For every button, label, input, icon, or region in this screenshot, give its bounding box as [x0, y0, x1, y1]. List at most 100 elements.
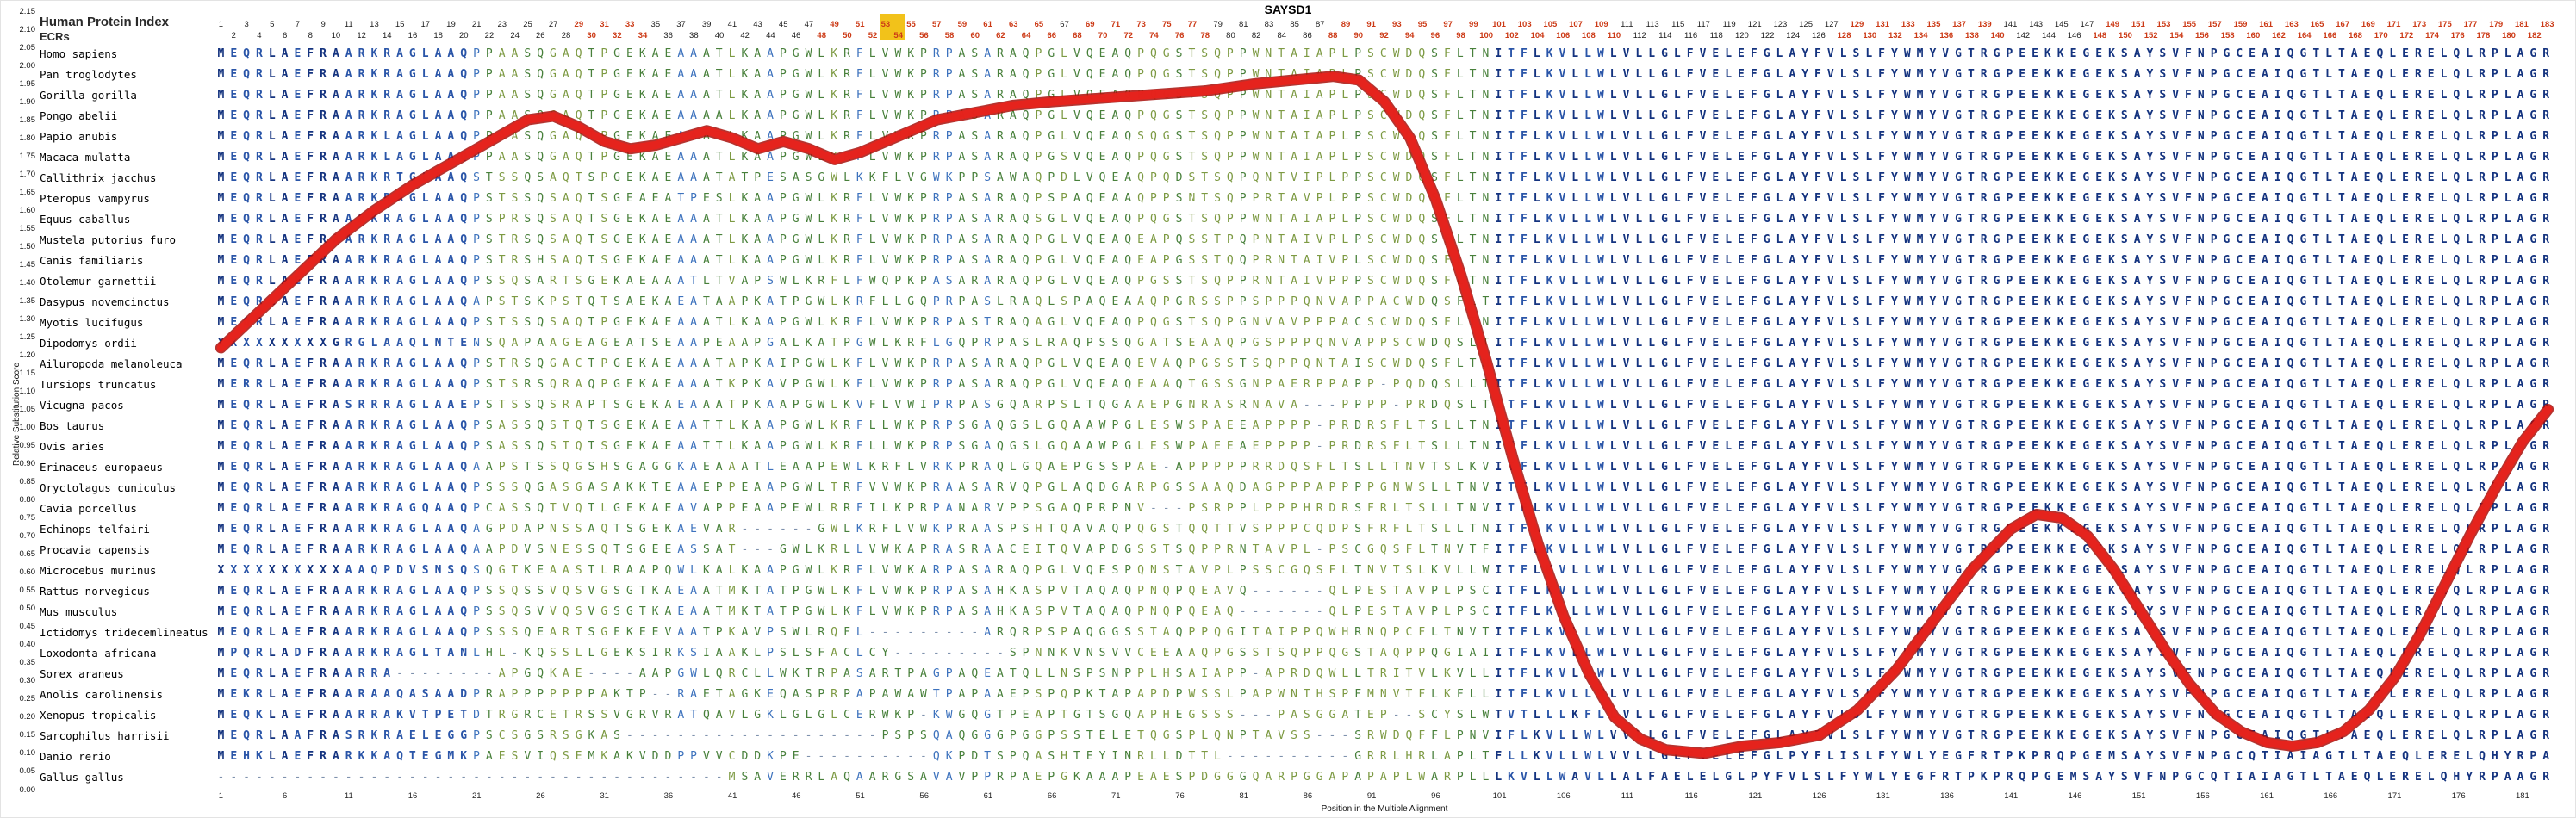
x-tick: 136 — [1940, 791, 1954, 801]
species-label: Otolemur garnettii — [40, 275, 157, 288]
y-tick: 1.70 — [19, 169, 36, 179]
y-tick: 0.30 — [19, 676, 36, 686]
species-label: Mus musculus — [40, 605, 118, 618]
species-label: Oryctolagus cuniculus — [40, 481, 177, 494]
x-tick: 71 — [1111, 791, 1121, 801]
species-label: Anolis carolinensis — [40, 688, 163, 701]
y-tick: 1.95 — [19, 78, 36, 89]
x-tick: 141 — [2004, 791, 2019, 801]
x-tick: 166 — [2324, 791, 2338, 801]
y-tick: 2.05 — [19, 42, 36, 53]
y-tick: 0.75 — [19, 513, 36, 524]
species-label: Dasypus novemcinctus — [40, 295, 170, 308]
x-tick: 121 — [1748, 791, 1763, 801]
x-tick: 91 — [1366, 791, 1377, 801]
y-tick: 0.15 — [19, 730, 36, 741]
y-tick: 0.05 — [19, 766, 36, 777]
y-tick: 1.25 — [19, 332, 36, 342]
species-label: Sarcophilus harrisii — [40, 729, 170, 742]
x-tick: 36 — [663, 791, 674, 801]
x-tick: 46 — [791, 791, 801, 801]
species-label: Sorex araneus — [40, 667, 124, 680]
species-label: Echinops telfairi — [40, 523, 150, 536]
x-tick: 161 — [2260, 791, 2274, 801]
species-label: Mustela putorius furo — [40, 233, 177, 246]
species-label: Erinaceus europaeus — [40, 461, 163, 474]
position-numbers-even-row: 2 4 6 8 10 12 14 16 18 20 22 24 26 28 30 32 34 36 38 40 42 44… — [231, 31, 2542, 40]
y-tick: 0.90 — [19, 459, 36, 469]
x-tick: 76 — [1175, 791, 1185, 801]
species-label: Gallus gallus — [40, 771, 124, 784]
x-tick: 21 — [471, 791, 482, 801]
x-tick: 31 — [600, 791, 609, 801]
species-label: Bos taurus — [40, 419, 105, 432]
y-tick: 1.80 — [19, 133, 36, 143]
y-tick: 1.55 — [19, 223, 36, 233]
x-tick: 86 — [1303, 791, 1313, 801]
y-tick: 0.10 — [19, 748, 36, 759]
species-label: Rattus norvegicus — [40, 585, 150, 598]
species-label: Macaca mulatta — [40, 151, 131, 164]
x-tick: 156 — [2195, 791, 2210, 801]
x-tick: 116 — [1684, 791, 1698, 801]
y-tick: 0.50 — [19, 604, 36, 614]
species-label: Procavia capensis — [40, 543, 150, 556]
page-title: SAYSD1 — [1264, 3, 1312, 16]
x-tick: 16 — [408, 791, 418, 801]
species-label: Danio rerio — [40, 750, 111, 763]
x-tick: 126 — [1812, 791, 1826, 801]
species-label: Cavia porcellus — [40, 502, 137, 515]
x-tick: 96 — [1431, 791, 1440, 801]
x-tick: 1 — [218, 791, 224, 801]
species-label: Ictidomys tridecemlineatus — [40, 626, 208, 639]
human-protein-index-label: Human Protein Index — [40, 15, 170, 29]
y-tick: 0.70 — [19, 531, 36, 542]
species-label: Tursiops truncatus — [40, 378, 157, 391]
x-tick: 51 — [856, 791, 865, 801]
species-label: Canis familiaris — [40, 254, 144, 267]
x-tick: 81 — [1239, 791, 1249, 801]
x-tick: 181 — [2515, 791, 2529, 801]
ecr-yellow-marker — [879, 14, 905, 40]
y-tick: 1.05 — [19, 405, 36, 414]
x-tick: 11 — [344, 791, 353, 801]
y-tick: 1.15 — [19, 368, 36, 378]
x-tick: 171 — [2387, 791, 2402, 801]
species-label: Microcebus murinus — [40, 564, 157, 577]
y-tick: 0.20 — [19, 712, 36, 722]
species-label: Ailuropoda melanoleuca — [40, 357, 183, 370]
x-tick: 101 — [1492, 791, 1507, 801]
y-tick: 1.35 — [19, 295, 36, 306]
species-label: Papio anubis — [40, 130, 118, 143]
ecrs-label: ECRs — [40, 30, 70, 43]
x-tick: 176 — [2451, 791, 2466, 801]
species-label: Vicugna pacos — [40, 399, 124, 412]
sequence-row: ----------------------------------------… — [217, 771, 2550, 784]
y-tick: 1.90 — [19, 96, 36, 107]
x-tick: 26 — [536, 791, 545, 801]
y-tick: 1.50 — [19, 241, 36, 251]
y-tick: 0.80 — [19, 495, 36, 505]
y-tick: 1.00 — [19, 423, 36, 433]
x-tick: 61 — [983, 791, 993, 801]
y-tick: 0.40 — [19, 640, 36, 650]
